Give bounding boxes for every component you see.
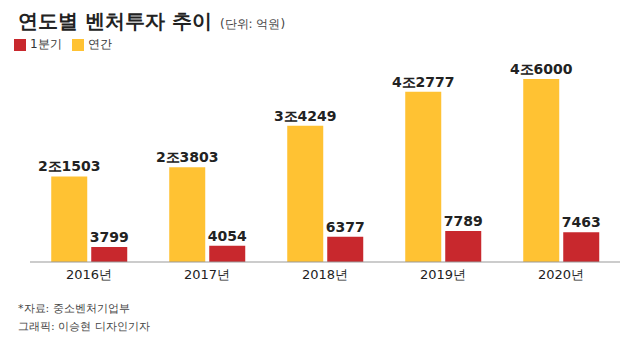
html-text:그래픽: 이승현 디자인기자: 그래픽: 이승현 디자인기자 (18, 320, 150, 333)
svg-text:2016년: 2016년 (66, 267, 112, 282)
html-text:*자료: 중소벤처기업부: *자료: 중소벤처기업부 (18, 302, 130, 315)
html-text:연간: 연간 (87, 37, 112, 51)
svg-text:7463: 7463 (562, 214, 601, 230)
svg-text:7789: 7789 (444, 213, 483, 229)
svg-text:2020년: 2020년 (538, 267, 584, 282)
svg-text:3조4249: 3조4249 (274, 108, 337, 124)
html-text:연도별 벤처투자 추이 (단위: 억원): 연도별 벤처투자 추이 (단위: 억원) (18, 9, 286, 33)
svg-text:2019년: 2019년 (420, 267, 466, 282)
svg-text:6377: 6377 (326, 219, 365, 235)
svg-text:4조6000: 4조6000 (510, 61, 573, 77)
svg-text:3799: 3799 (90, 229, 129, 245)
svg-text:4054: 4054 (208, 228, 247, 244)
svg-text:2조1503: 2조1503 (38, 158, 101, 174)
svg-text:2017년: 2017년 (184, 267, 230, 282)
svg-text:2018년: 2018년 (302, 267, 348, 282)
svg-text:2조3803: 2조3803 (156, 149, 219, 165)
html-text:1분기: 1분기 (30, 37, 62, 51)
svg-text:4조2777: 4조2777 (392, 74, 455, 90)
